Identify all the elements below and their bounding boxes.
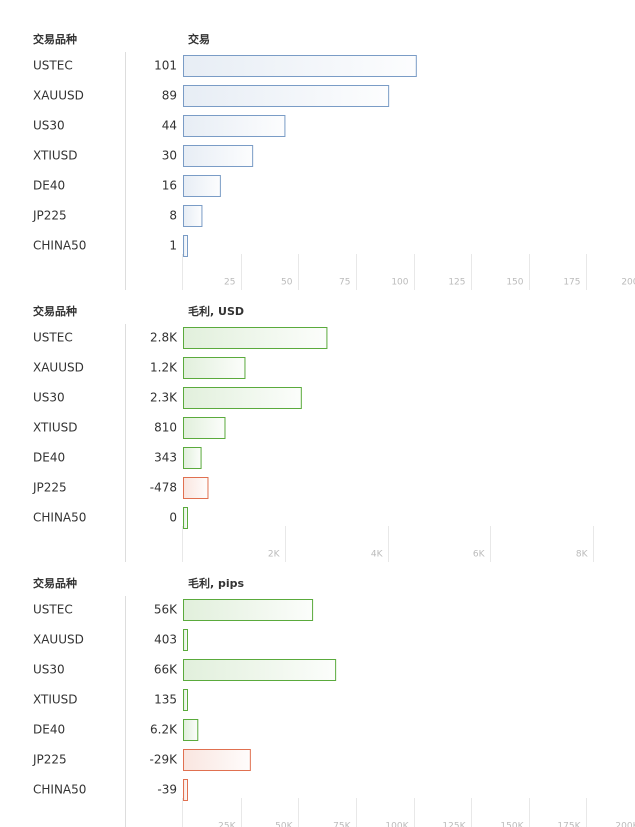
- category-label: JP225: [32, 753, 67, 767]
- value-label: -29K: [150, 753, 179, 767]
- bar: [183, 749, 251, 771]
- x-tick-label: 100: [391, 278, 408, 288]
- bar: [183, 659, 337, 681]
- x-tick-label: 8K: [576, 550, 589, 560]
- category-label: XTIUSD: [33, 149, 78, 163]
- category-label: DE40: [33, 179, 65, 193]
- bar: [183, 477, 209, 499]
- x-tick-label: 150: [506, 278, 523, 288]
- value-label: 56K: [154, 603, 178, 617]
- bar: [183, 175, 221, 197]
- bar: [183, 55, 417, 77]
- x-tick-label: 200K: [615, 822, 635, 827]
- category-label: US30: [33, 663, 65, 677]
- category-label: US30: [33, 119, 65, 133]
- value-label: 30: [162, 149, 177, 163]
- x-tick-label: 75: [339, 278, 350, 288]
- value-label: -39: [157, 783, 177, 797]
- bar: [183, 417, 226, 439]
- bar: [183, 629, 188, 651]
- x-tick-label: 175K: [557, 822, 581, 827]
- category-label: XAUUSD: [33, 361, 84, 375]
- category-label: DE40: [33, 451, 65, 465]
- x-tick-label: 50: [281, 278, 293, 288]
- x-tick-label: 75K: [333, 822, 351, 827]
- category-label: JP225: [32, 209, 67, 223]
- bar: [183, 689, 188, 711]
- x-tick-label: 6K: [473, 550, 486, 560]
- bar: [183, 85, 390, 107]
- column-header: 交易: [188, 32, 210, 46]
- bar: [183, 447, 202, 469]
- column-header: 毛利, pips: [188, 576, 245, 590]
- value-label: 16: [162, 179, 177, 193]
- value-label: 1: [169, 239, 177, 253]
- x-tick-label: 175: [563, 278, 580, 288]
- value-label: 8: [169, 209, 177, 223]
- bar: [183, 599, 314, 621]
- value-label: 135: [154, 693, 177, 707]
- x-tick-label: 200: [621, 278, 635, 288]
- x-tick-label: 4K: [371, 550, 384, 560]
- value-label: 101: [154, 59, 177, 73]
- bar: [183, 719, 199, 741]
- bar: [183, 145, 254, 167]
- bar: [183, 387, 302, 409]
- value-label: 1.2K: [150, 361, 178, 375]
- bar: [183, 779, 188, 801]
- value-label: 6.2K: [150, 723, 178, 737]
- x-tick-label: 125K: [442, 822, 466, 827]
- value-label: 343: [154, 451, 177, 465]
- x-tick-label: 50K: [275, 822, 293, 827]
- value-label: 403: [154, 633, 177, 647]
- x-tick-label: 25K: [218, 822, 236, 827]
- x-tick-label: 100K: [385, 822, 409, 827]
- value-label: 44: [162, 119, 177, 133]
- bar: [183, 235, 188, 257]
- bar: [183, 357, 246, 379]
- category-label: XTIUSD: [33, 693, 78, 707]
- column-header: 交易品种: [33, 32, 77, 46]
- x-tick-label: 125: [448, 278, 465, 288]
- value-label: 2.3K: [150, 391, 178, 405]
- value-label: -478: [150, 481, 177, 495]
- value-label: 89: [162, 89, 177, 103]
- category-label: USTEC: [33, 603, 73, 617]
- column-header: 毛利, USD: [188, 304, 244, 318]
- category-label: USTEC: [33, 331, 73, 345]
- category-label: XAUUSD: [33, 633, 84, 647]
- x-tick-label: 25: [224, 278, 235, 288]
- x-tick-label: 150K: [500, 822, 524, 827]
- value-label: 810: [154, 421, 177, 435]
- category-label: XTIUSD: [33, 421, 78, 435]
- category-label: CHINA50: [33, 783, 86, 797]
- bar: [183, 115, 286, 137]
- column-header: 交易品种: [33, 576, 77, 590]
- category-label: XAUUSD: [33, 89, 84, 103]
- x-tick-label: 2K: [268, 550, 281, 560]
- value-label: 0: [169, 511, 177, 525]
- category-label: CHINA50: [33, 511, 86, 525]
- bar: [183, 205, 203, 227]
- value-label: 66K: [154, 663, 178, 677]
- category-label: JP225: [32, 481, 67, 495]
- column-header: 交易品种: [33, 304, 77, 318]
- category-label: DE40: [33, 723, 65, 737]
- bar: [183, 327, 328, 349]
- value-label: 2.8K: [150, 331, 178, 345]
- category-label: USTEC: [33, 59, 73, 73]
- category-label: US30: [33, 391, 65, 405]
- bar: [183, 507, 188, 529]
- category-label: CHINA50: [33, 239, 86, 253]
